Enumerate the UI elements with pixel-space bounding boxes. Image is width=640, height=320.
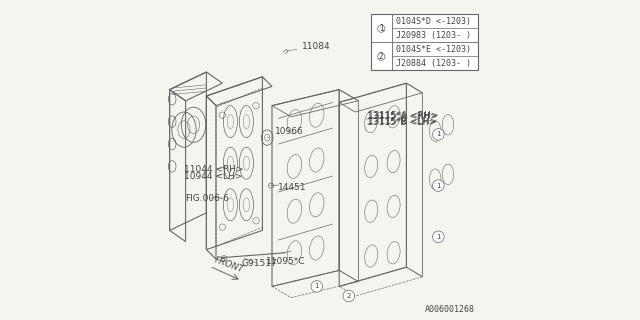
Text: 14451: 14451 (270, 183, 307, 192)
Text: 13115*B <LH>: 13115*B <LH> (365, 117, 437, 130)
Bar (371, 14, 477, 70)
Text: 0104S*D <-1203): 0104S*D <-1203) (396, 17, 471, 26)
Text: J20983 (1203- ): J20983 (1203- ) (396, 31, 471, 40)
Text: FIG.006-6: FIG.006-6 (186, 194, 230, 203)
Text: 1: 1 (379, 24, 383, 33)
Circle shape (433, 231, 444, 243)
Text: FRONT: FRONT (212, 255, 244, 274)
Text: G91517: G91517 (242, 259, 277, 268)
Text: 10944 <LH>: 10944 <LH> (184, 172, 243, 181)
Text: 1: 1 (436, 234, 441, 240)
Text: J20884 (1203- ): J20884 (1203- ) (396, 59, 471, 68)
Text: 13115*B <LH>: 13115*B <LH> (367, 118, 436, 127)
Text: 2: 2 (347, 293, 351, 299)
Text: 11044 <RH>: 11044 <RH> (184, 165, 244, 174)
Circle shape (311, 281, 323, 292)
Text: 11084: 11084 (287, 42, 331, 51)
Text: 2: 2 (379, 52, 383, 61)
Circle shape (378, 25, 385, 32)
Text: 1: 1 (314, 284, 319, 289)
Text: 13115*A <RH>: 13115*A <RH> (367, 111, 438, 124)
Text: 0104S*E <-1203): 0104S*E <-1203) (396, 44, 471, 54)
Text: 1: 1 (436, 132, 441, 137)
Text: 11095*C: 11095*C (262, 256, 305, 266)
Circle shape (433, 180, 444, 191)
Text: 10966: 10966 (268, 127, 304, 138)
Text: A006001268: A006001268 (425, 305, 475, 314)
Text: 1: 1 (436, 183, 441, 188)
Circle shape (378, 53, 385, 60)
Circle shape (343, 290, 355, 302)
Text: 13115*A <RH>: 13115*A <RH> (367, 112, 438, 121)
Circle shape (433, 129, 444, 140)
